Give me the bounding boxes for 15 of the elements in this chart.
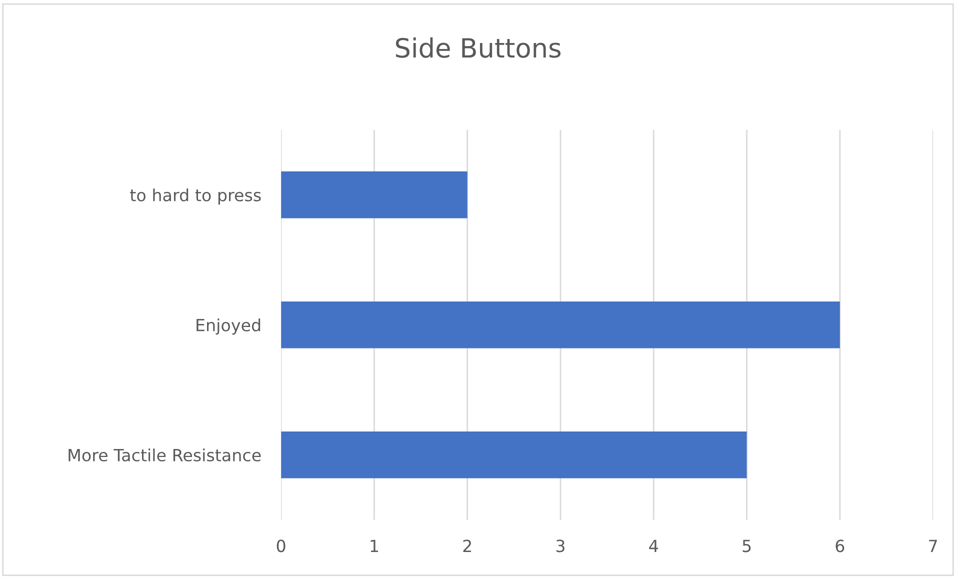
- y-tick-label: Enjoyed: [196, 318, 260, 335]
- x-tick-label: 3: [556, 540, 564, 552]
- x-tick-label: 1: [370, 540, 378, 552]
- x-tick-label: 2: [463, 540, 471, 552]
- x-tick-label: 0: [276, 540, 286, 552]
- chart-title: Side Buttons: [396, 37, 561, 58]
- bar: [281, 171, 468, 218]
- bar: [281, 431, 747, 478]
- x-tick-label: 6: [836, 540, 844, 552]
- bar: [281, 301, 840, 348]
- x-tick-label: 7: [929, 540, 937, 552]
- y-tick-label: to hard to press: [130, 188, 261, 205]
- x-tick-label: 4: [649, 540, 658, 552]
- y-tick-label: More Tactile Resistance: [68, 448, 261, 462]
- x-tick-label: 5: [742, 540, 751, 552]
